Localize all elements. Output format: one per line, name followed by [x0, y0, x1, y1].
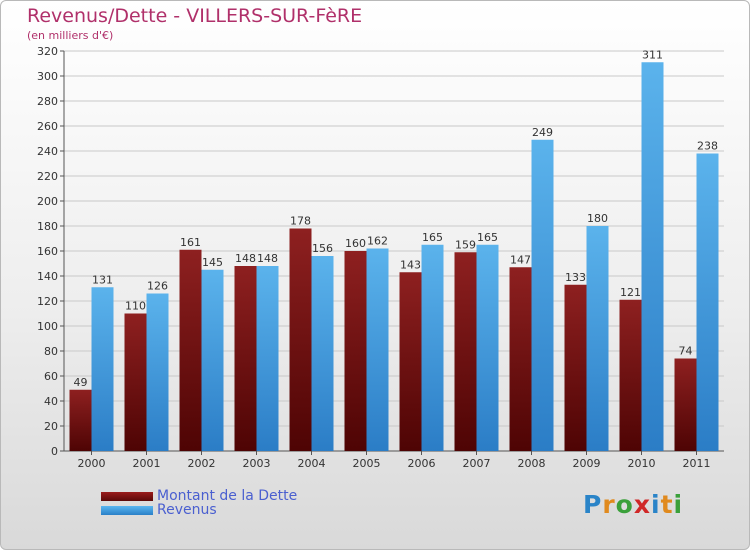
y-tick-label: 320: [37, 45, 58, 58]
logo-letter: i: [651, 490, 661, 519]
revenue-data-label: 238: [697, 140, 718, 153]
revenue-bar: [641, 62, 664, 451]
chart-title: Revenus/Dette - VILLERS-SUR-FèRE: [27, 5, 363, 27]
x-tick-label: 2003: [243, 457, 271, 470]
y-tick-label: 100: [37, 320, 58, 333]
debt-data-label: 148: [235, 252, 256, 265]
debt-data-label: 49: [74, 376, 88, 389]
revenue-bar: [421, 244, 444, 451]
debt-data-label: 159: [455, 238, 476, 251]
revenue-bar: [311, 256, 334, 451]
x-tick-label: 2002: [188, 457, 216, 470]
debt-data-label: 110: [125, 300, 146, 313]
revenue-data-label: 156: [312, 242, 333, 255]
revenue-data-label: 249: [532, 126, 553, 139]
debt-bar: [674, 358, 697, 451]
revenue-data-label: 126: [147, 280, 168, 293]
x-tick-label: 2011: [683, 457, 711, 470]
y-tick-label: 160: [37, 245, 58, 258]
debt-data-label: 74: [679, 345, 693, 358]
logo-letter: i: [673, 490, 684, 519]
proxiti-logo: Proxiti: [583, 490, 683, 519]
debt-bar: [289, 228, 312, 451]
revenue-bar: [476, 244, 499, 451]
revenue-data-label: 165: [422, 231, 443, 244]
debt-bar: [399, 272, 422, 451]
x-tick-label: 2009: [573, 457, 601, 470]
logo-letter: o: [615, 490, 634, 519]
chart-subtitle: (en milliers d'€): [27, 29, 114, 42]
debt-data-label: 161: [180, 236, 201, 249]
revenue-bar: [586, 226, 609, 451]
revenue-bar: [256, 266, 279, 451]
x-tick-label: 2010: [628, 457, 656, 470]
x-tick-label: 2008: [518, 457, 546, 470]
revenue-data-label: 311: [642, 48, 663, 61]
revenue-bar: [366, 248, 389, 451]
debt-bar: [564, 284, 587, 451]
x-tick-label: 2004: [298, 457, 326, 470]
debt-bar: [509, 267, 532, 451]
logo-letter: t: [660, 490, 674, 519]
y-tick-label: 0: [51, 445, 58, 458]
debt-data-label: 143: [400, 258, 421, 271]
x-tick-label: 2001: [133, 457, 161, 470]
debt-data-label: 160: [345, 237, 366, 250]
debt-data-label: 133: [565, 271, 586, 284]
debt-bar: [344, 251, 367, 451]
revenue-bar: [201, 269, 224, 451]
x-tick-label: 2007: [463, 457, 491, 470]
y-tick-label: 180: [37, 220, 58, 233]
y-tick-label: 300: [37, 70, 58, 83]
y-tick-label: 200: [37, 195, 58, 208]
revenue-data-label: 131: [92, 273, 113, 286]
revenue-bar: [146, 293, 169, 451]
y-tick-label: 220: [37, 170, 58, 183]
revenue-data-label: 180: [587, 212, 608, 225]
logo-letter: x: [633, 490, 651, 519]
x-tick-label: 2005: [353, 457, 381, 470]
debt-bar: [124, 313, 147, 451]
y-tick-label: 80: [44, 345, 58, 358]
debt-data-label: 178: [290, 215, 311, 228]
legend-label-debt: Montant de la Dette: [157, 488, 298, 504]
logo-letter: P: [583, 490, 603, 519]
x-tick-label: 2006: [408, 457, 436, 470]
revenue-data-label: 145: [202, 256, 223, 269]
y-tick-label: 20: [44, 420, 58, 433]
revenue-bar: [531, 139, 554, 451]
legend-swatch-debt: [101, 491, 153, 501]
legend-swatch-revenue: [101, 505, 153, 515]
y-tick-label: 120: [37, 295, 58, 308]
x-tick-label: 2000: [78, 457, 106, 470]
y-tick-label: 40: [44, 395, 58, 408]
y-tick-label: 280: [37, 95, 58, 108]
legend-item-revenue: Revenus: [101, 502, 217, 518]
debt-bar: [179, 249, 202, 451]
revenue-bar: [696, 153, 719, 451]
revenue-data-label: 162: [367, 235, 388, 248]
revenue-data-label: 148: [257, 252, 278, 265]
debt-bar: [454, 252, 477, 451]
debt-bar: [69, 389, 92, 451]
y-tick-label: 60: [44, 370, 58, 383]
debt-bar: [619, 299, 642, 451]
debt-data-label: 121: [620, 286, 641, 299]
legend-item-debt: Montant de la Dette: [101, 488, 297, 504]
revenue-bar: [91, 287, 114, 451]
debt-bar: [234, 266, 257, 451]
y-tick-label: 260: [37, 120, 58, 133]
debt-data-label: 147: [510, 253, 531, 266]
legend-label-revenue: Revenus: [157, 502, 217, 518]
revenue-data-label: 165: [477, 231, 498, 244]
logo-letter: r: [602, 490, 616, 519]
y-tick-label: 140: [37, 270, 58, 283]
y-tick-label: 240: [37, 145, 58, 158]
